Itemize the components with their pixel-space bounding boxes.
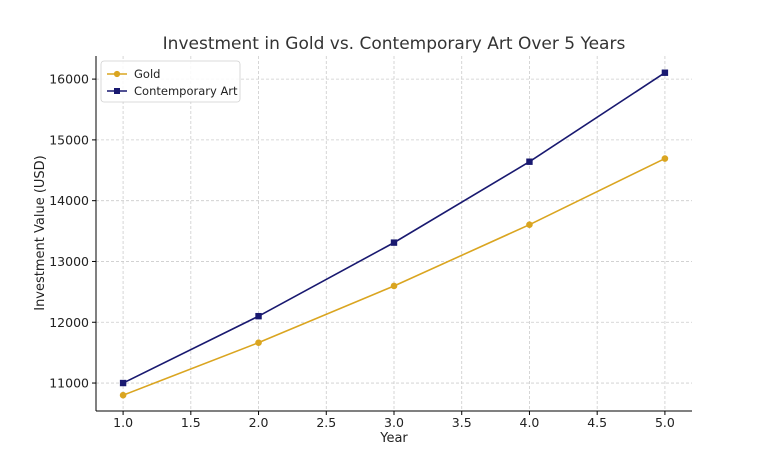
axes xyxy=(92,56,692,415)
legend-contemporary-art-label: Contemporary Art xyxy=(134,84,238,98)
tick-labels: 1.0 1.5 2.0 2.5 3.0 3.5 4.0 4.5 5.0 11000 12000 130… xyxy=(49,72,675,430)
gold-point xyxy=(255,339,262,346)
x-tick-label: 1.0 xyxy=(113,415,133,430)
legend-contemporary-art-marker xyxy=(114,88,120,94)
gold-point xyxy=(119,391,127,399)
contemporary-art-point xyxy=(390,239,398,246)
y-tick-label: 16000 xyxy=(49,72,89,87)
x-tick-label: 2.5 xyxy=(316,415,336,430)
chart-title: Investment in Gold vs. Contemporary Art … xyxy=(163,34,626,54)
x-tick-label: 3.5 xyxy=(452,415,472,430)
y-axis-label: Investment Value (USD) xyxy=(33,155,48,311)
x-tick-label: 2.0 xyxy=(249,415,269,430)
contemporary-art-point xyxy=(526,158,533,165)
series-gold xyxy=(119,155,669,399)
y-tick-label: 15000 xyxy=(49,132,89,147)
series-contemporary-art xyxy=(119,69,669,387)
grid xyxy=(96,56,692,411)
legend: Gold Contemporary Art xyxy=(100,60,241,103)
series-layer xyxy=(119,69,669,399)
x-tick-label: 4.0 xyxy=(520,415,540,430)
legend-gold-label: Gold xyxy=(134,67,160,81)
x-tick-label: 4.5 xyxy=(587,415,607,430)
x-tick-label: 5.0 xyxy=(655,415,675,430)
gold-point xyxy=(526,221,533,228)
contemporary-art-point xyxy=(119,379,127,387)
x-tick-label: 3.0 xyxy=(384,415,404,430)
y-tick-label: 14000 xyxy=(49,193,89,208)
contemporary-art-point xyxy=(661,69,669,76)
x-tick-label: 1.5 xyxy=(181,415,201,430)
x-axis-label: Year xyxy=(379,431,408,446)
legend-box xyxy=(100,60,241,103)
y-tick-label: 12000 xyxy=(49,315,89,330)
gold-point xyxy=(661,155,669,162)
y-tick-label: 13000 xyxy=(49,254,89,269)
gold-point xyxy=(390,282,398,290)
y-tick-label: 11000 xyxy=(49,376,89,391)
legend-gold-marker xyxy=(113,70,121,78)
contemporary-art-point xyxy=(255,312,262,320)
